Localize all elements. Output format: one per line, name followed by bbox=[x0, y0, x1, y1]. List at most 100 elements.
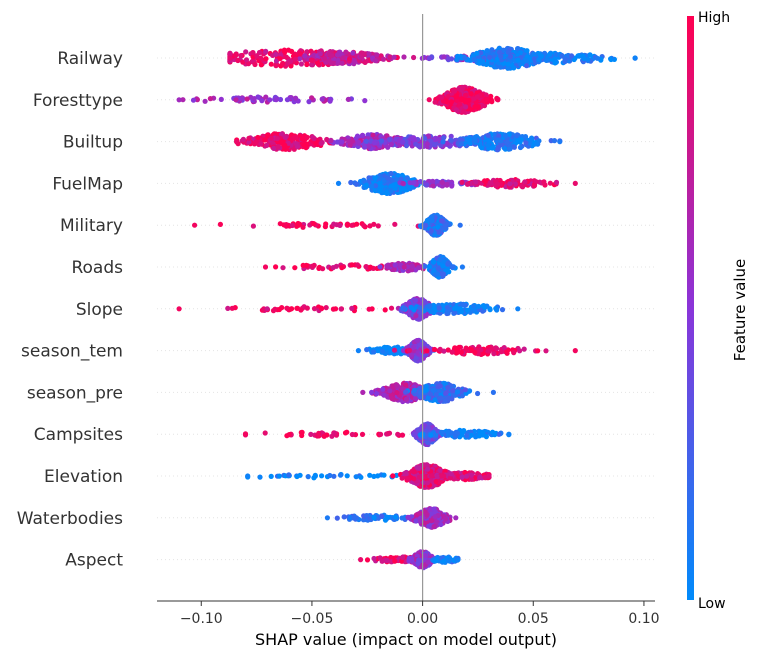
shap-point bbox=[180, 97, 186, 103]
shap-point bbox=[277, 96, 284, 103]
shap-point bbox=[436, 305, 442, 311]
shap-point bbox=[401, 185, 407, 191]
shap-point bbox=[286, 432, 292, 438]
shap-point bbox=[291, 135, 298, 141]
shap-point bbox=[430, 178, 436, 184]
shap-point bbox=[424, 182, 430, 188]
shap-point bbox=[426, 264, 433, 270]
shap-point bbox=[353, 181, 359, 187]
shap-point bbox=[517, 144, 524, 151]
shap-point bbox=[445, 384, 451, 391]
shap-point bbox=[480, 303, 486, 309]
shap-point bbox=[413, 141, 419, 147]
shap-point bbox=[273, 51, 279, 58]
shap-point bbox=[380, 348, 386, 354]
shap-point bbox=[440, 139, 446, 145]
shap-point bbox=[254, 53, 260, 59]
shap-point bbox=[487, 54, 493, 61]
shap-point bbox=[349, 262, 355, 268]
shap-point bbox=[463, 104, 469, 110]
data-points bbox=[176, 45, 638, 571]
shap-point bbox=[263, 56, 269, 62]
shap-point bbox=[435, 224, 441, 230]
shap-point bbox=[317, 51, 323, 57]
shap-point bbox=[273, 264, 279, 270]
shap-point bbox=[400, 180, 406, 186]
shap-point bbox=[435, 265, 441, 271]
shap-point bbox=[472, 104, 478, 110]
shap-point bbox=[297, 221, 303, 227]
shap-point bbox=[321, 433, 327, 439]
shap-point bbox=[487, 180, 493, 186]
shap-point bbox=[401, 305, 407, 311]
shap-point bbox=[523, 140, 529, 146]
shap-point bbox=[302, 53, 308, 59]
shap-point bbox=[267, 97, 273, 103]
shap-point bbox=[362, 59, 368, 65]
shap-point bbox=[354, 221, 360, 227]
shap-point bbox=[552, 60, 558, 66]
shap-point bbox=[535, 348, 541, 354]
shap-point bbox=[581, 56, 587, 62]
shap-point bbox=[413, 297, 419, 303]
shap-point bbox=[448, 99, 455, 105]
shap-point bbox=[343, 49, 349, 55]
shap-point bbox=[268, 473, 274, 479]
shap-point bbox=[536, 57, 542, 63]
shap-point bbox=[258, 62, 264, 68]
shap-point bbox=[319, 96, 325, 102]
shap-point bbox=[268, 61, 274, 67]
shap-point bbox=[486, 138, 492, 144]
shap-point bbox=[309, 95, 315, 101]
shap-point bbox=[392, 262, 398, 268]
shap-point bbox=[386, 430, 393, 436]
shap-point bbox=[378, 431, 384, 437]
shap-point bbox=[280, 265, 286, 271]
shap-point bbox=[499, 307, 506, 313]
shap-point bbox=[445, 429, 451, 435]
shap-point bbox=[349, 305, 355, 311]
shap-point bbox=[372, 175, 378, 181]
shap-point bbox=[515, 57, 521, 63]
shap-point bbox=[403, 396, 410, 402]
shap-point bbox=[414, 338, 420, 344]
shap-point bbox=[534, 141, 540, 147]
shap-point bbox=[284, 97, 290, 103]
shap-point bbox=[283, 54, 289, 60]
shap-point bbox=[381, 392, 387, 398]
shap-point bbox=[430, 259, 437, 265]
shap-point bbox=[472, 349, 478, 355]
shap-point bbox=[308, 431, 314, 437]
shap-point bbox=[258, 141, 264, 147]
shap-point bbox=[572, 348, 578, 354]
shap-point bbox=[455, 348, 461, 354]
shap-point bbox=[439, 179, 445, 186]
shap-point bbox=[282, 135, 288, 141]
shap-point bbox=[464, 307, 471, 313]
shap-point bbox=[281, 47, 287, 53]
shap-point bbox=[262, 430, 268, 436]
shap-point bbox=[369, 389, 375, 395]
shap-point bbox=[353, 474, 359, 480]
shap-point bbox=[515, 306, 521, 312]
shap-point bbox=[345, 222, 351, 228]
shap-point bbox=[543, 348, 549, 354]
shap-point bbox=[411, 54, 417, 61]
shap-point bbox=[240, 136, 246, 142]
shap-point bbox=[551, 138, 558, 144]
shap-point bbox=[455, 389, 461, 395]
shap-point bbox=[494, 181, 501, 187]
shap-point bbox=[459, 179, 465, 185]
shap-point bbox=[298, 61, 304, 67]
shap-point bbox=[403, 382, 409, 388]
shap-point bbox=[243, 49, 249, 55]
shap-point bbox=[523, 57, 529, 64]
shap-point bbox=[367, 264, 374, 270]
shap-point bbox=[374, 391, 380, 397]
shap-point bbox=[319, 473, 325, 479]
shap-point bbox=[311, 262, 317, 268]
shap-point bbox=[276, 306, 282, 313]
shap-point bbox=[361, 223, 367, 229]
shap-point bbox=[323, 305, 329, 311]
shap-point bbox=[409, 263, 415, 269]
